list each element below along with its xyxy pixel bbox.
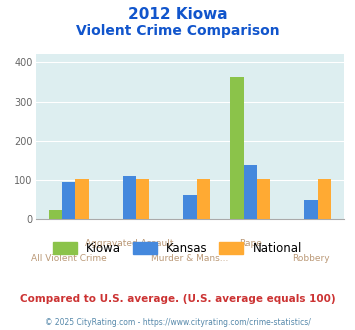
Bar	[62, 182, 76, 219]
Bar	[183, 195, 197, 219]
Text: 2012 Kiowa: 2012 Kiowa	[128, 7, 227, 22]
Bar	[136, 179, 149, 219]
Text: Murder & Mans...: Murder & Mans...	[151, 254, 229, 263]
Text: Compared to U.S. average. (U.S. average equals 100): Compared to U.S. average. (U.S. average …	[20, 294, 335, 304]
Bar	[123, 176, 136, 219]
Text: Violent Crime Comparison: Violent Crime Comparison	[76, 24, 279, 38]
Bar	[76, 179, 89, 219]
Bar	[197, 179, 210, 219]
Text: Robbery: Robbery	[292, 254, 330, 263]
Bar	[49, 210, 62, 219]
Text: Rape: Rape	[239, 239, 262, 248]
Bar	[230, 77, 244, 219]
Bar	[257, 179, 271, 219]
Text: Aggravated Assault: Aggravated Assault	[85, 239, 174, 248]
Bar	[244, 165, 257, 219]
Text: © 2025 CityRating.com - https://www.cityrating.com/crime-statistics/: © 2025 CityRating.com - https://www.city…	[45, 318, 310, 327]
Bar	[318, 179, 331, 219]
Legend: Kiowa, Kansas, National: Kiowa, Kansas, National	[48, 237, 307, 260]
Bar	[304, 200, 318, 219]
Text: All Violent Crime: All Violent Crime	[31, 254, 107, 263]
